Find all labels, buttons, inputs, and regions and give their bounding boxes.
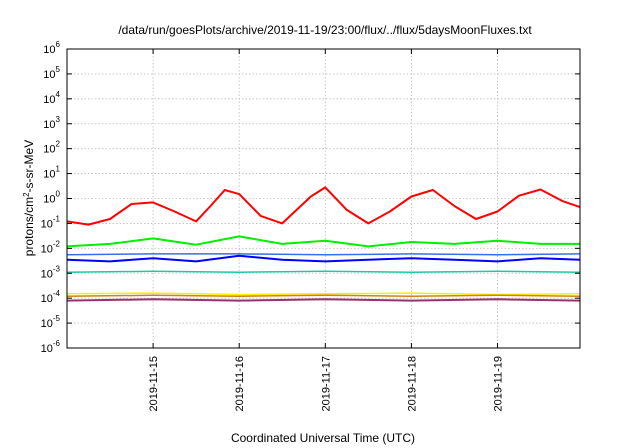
y-tick-label: 10-1 xyxy=(41,214,61,230)
y-tick-base: 10 xyxy=(43,194,55,206)
y-tick-base: 10 xyxy=(43,44,55,56)
y-tick-exp: -3 xyxy=(53,264,61,273)
y-tick-exp: 1 xyxy=(56,165,61,174)
y-tick-label: 100 xyxy=(43,190,60,206)
x-tick-label: 2019-11-16 xyxy=(234,356,246,411)
series-line-2 xyxy=(67,235,580,248)
y-tick-label: 10-6 xyxy=(41,339,61,355)
y-tick-base: 10 xyxy=(43,69,55,81)
series-line-5 xyxy=(67,270,580,273)
y-tick-exp: -4 xyxy=(53,289,61,298)
y-tick-base: 10 xyxy=(41,293,53,305)
y-tick-base: 10 xyxy=(41,318,53,330)
y-tick-exp: 0 xyxy=(56,190,61,199)
series-line-4 xyxy=(67,253,580,256)
y-tick-exp: 2 xyxy=(56,140,61,149)
y-axis-title-rest: -s-sr-MeV xyxy=(22,140,36,193)
y-axis: 10-610-510-410-310-210-11001011021031041… xyxy=(41,40,580,355)
y-tick-label: 10-5 xyxy=(41,314,61,330)
series-line-7 xyxy=(67,294,580,297)
y-axis-title: protons/cm2-s-sr-MeV xyxy=(22,140,37,256)
series-line-1 xyxy=(67,186,580,226)
x-tick-label: 2019-11-15 xyxy=(148,356,160,411)
y-tick-exp: -1 xyxy=(53,214,61,223)
x-axis-title: Coordinated Universal Time (UTC) xyxy=(231,431,415,445)
grid xyxy=(67,49,580,348)
y-tick-label: 101 xyxy=(43,165,60,181)
y-tick-base: 10 xyxy=(41,218,53,230)
y-tick-exp: 6 xyxy=(56,40,61,49)
series-line-8 xyxy=(67,298,580,302)
y-tick-exp: -6 xyxy=(53,339,61,348)
y-tick-label: 105 xyxy=(43,65,60,81)
y-axis-title-sup: 2 xyxy=(22,192,31,197)
x-tick-label: 2019-11-17 xyxy=(320,356,332,411)
y-tick-base: 10 xyxy=(43,144,55,156)
x-tick-label: 2019-11-19 xyxy=(492,356,504,411)
y-tick-label: 102 xyxy=(43,140,60,156)
y-tick-base: 10 xyxy=(43,94,55,106)
y-tick-exp: -2 xyxy=(53,239,61,248)
x-tick-label: 2019-11-18 xyxy=(406,356,418,411)
y-tick-label: 10-3 xyxy=(41,264,61,280)
y-axis-title-base: protons/cm xyxy=(22,197,36,256)
y-tick-label: 103 xyxy=(43,115,60,131)
y-tick-exp: 4 xyxy=(56,90,61,99)
y-tick-exp: -5 xyxy=(53,314,61,323)
y-tick-label: 10-4 xyxy=(41,289,61,305)
y-tick-base: 10 xyxy=(41,243,53,255)
y-tick-exp: 5 xyxy=(56,65,61,74)
y-tick-label: 106 xyxy=(43,40,60,56)
plot-area xyxy=(67,186,580,302)
y-tick-base: 10 xyxy=(43,169,55,181)
series-line-3 xyxy=(67,254,580,263)
y-tick-label: 104 xyxy=(43,90,60,106)
y-tick-base: 10 xyxy=(43,119,55,131)
series-line-6 xyxy=(67,292,580,296)
y-tick-base: 10 xyxy=(41,268,53,280)
chart-title: /data/run/goesPlots/archive/2019-11-19/2… xyxy=(118,23,532,37)
x-axis: 2019-11-15 2019-11-16 2019-11-17 2019-11-18… xyxy=(148,49,504,411)
y-tick-exp: 3 xyxy=(56,115,61,124)
y-tick-label: 10-2 xyxy=(41,239,61,255)
y-tick-base: 10 xyxy=(41,343,53,355)
